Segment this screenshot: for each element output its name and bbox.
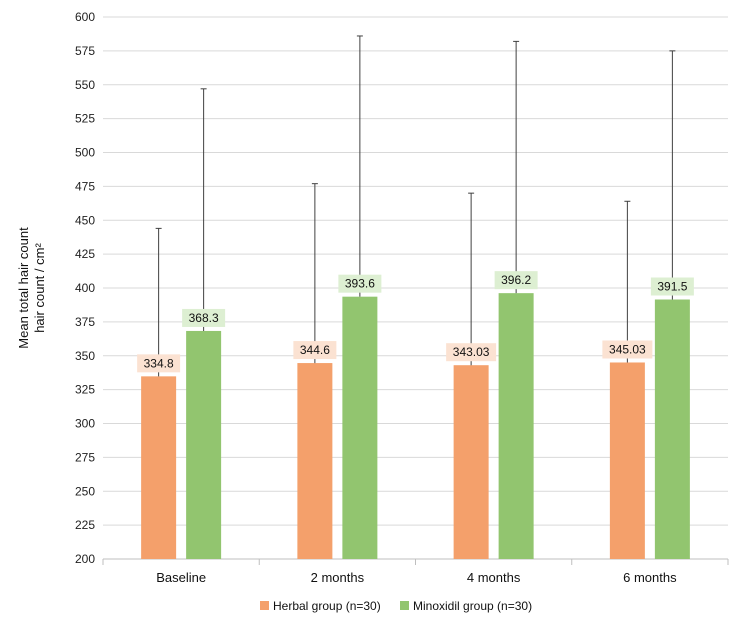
y-tick-label: 575 [75,44,95,58]
bar [609,362,645,559]
bar [297,363,333,559]
axes: 200 225 250 275 300 325 350 375 400 425 450 475 500 5… [75,10,729,585]
legend: Herbal group (n=30) Minoxidil group (n=3… [260,599,532,613]
y-tick-label: 225 [75,518,95,532]
data-label: 345.03 [609,342,646,356]
data-label: 393.6 [345,277,375,291]
x-category-label: Baseline [156,570,206,585]
data-labels: 334.8 368.3 344.6 393.6 343.03 396.2 345.03 391… [137,271,694,373]
data-label: 368.3 [189,311,219,325]
bars [141,293,690,559]
bar [342,296,378,559]
data-label: 396.2 [501,273,531,287]
legend-label-herbal: Herbal group (n=30) [273,599,381,613]
x-category-label: 6 months [623,570,677,585]
error-bars [155,35,676,377]
bar [498,293,534,559]
y-tick-label: 250 [75,484,95,498]
y-tick-label: 550 [75,78,95,92]
y-axis-title-line1: Mean total hair count [16,227,31,349]
y-tick-label: 475 [75,179,95,193]
y-tick-label: 600 [75,10,95,24]
data-label-box [137,354,181,373]
data-label-box [182,308,226,327]
bar [453,365,489,559]
y-tick-label: 375 [75,315,95,329]
y-tick-label: 450 [75,213,95,227]
y-axis-title-line2: hair count / cm² [32,243,47,333]
data-label-box [650,277,694,296]
bar [186,330,222,559]
data-label: 391.5 [657,280,687,294]
y-tick-label: 325 [75,383,95,397]
x-category-label: 2 months [311,570,365,585]
data-label: 334.8 [144,356,174,370]
bar [654,299,690,559]
legend-swatch-minoxidil [400,601,409,610]
y-tick-label: 300 [75,417,95,431]
x-category-label: 4 months [467,570,521,585]
data-label-box [338,274,382,293]
bar [141,376,177,559]
data-label-box [446,343,497,362]
y-tick-label: 500 [75,146,95,160]
y-tick-label: 350 [75,349,95,363]
data-label: 343.03 [453,345,490,359]
data-label: 344.6 [300,343,330,357]
y-tick-label: 200 [75,552,95,566]
y-tick-label: 525 [75,112,95,126]
data-label-box [602,340,653,359]
y-tick-label: 425 [75,247,95,261]
legend-swatch-herbal [260,601,269,610]
legend-label-minoxidil: Minoxidil group (n=30) [413,599,532,613]
data-label-box [293,341,337,360]
data-label-box [494,271,538,290]
y-tick-label: 275 [75,450,95,464]
y-tick-label: 400 [75,281,95,295]
